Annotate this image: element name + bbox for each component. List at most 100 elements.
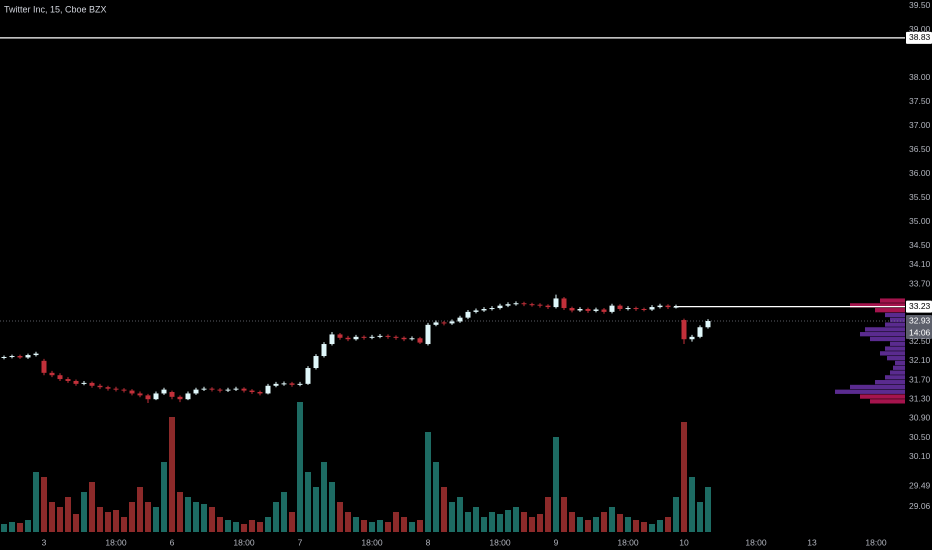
price-label-box — [906, 31, 932, 44]
volume-bar — [265, 517, 271, 532]
candle-body — [529, 304, 535, 306]
candle-body — [601, 309, 607, 312]
y-tick-label: 37.00 — [909, 120, 931, 130]
candle-body — [353, 336, 359, 340]
candle-body — [57, 375, 63, 380]
price-label: 38.83 — [909, 32, 931, 42]
candle-body — [289, 383, 295, 385]
volume-bar — [633, 520, 639, 532]
volume-bar — [97, 507, 103, 532]
candle-body — [193, 389, 199, 394]
candle-body — [481, 309, 487, 311]
volume-bar — [505, 510, 511, 532]
volume-bar — [41, 477, 47, 532]
candle-body — [9, 356, 15, 358]
candle-body — [305, 368, 311, 384]
x-tick-label: 18:00 — [617, 537, 639, 547]
y-tick-label: 38.00 — [909, 72, 931, 82]
volume-bar — [657, 520, 663, 532]
candle-body — [33, 353, 39, 356]
candle-body — [633, 308, 639, 310]
volume-bar — [321, 462, 327, 532]
chart-title: Twitter Inc, 15, Cboe BZX — [4, 4, 107, 14]
y-tick-label: 30.10 — [909, 451, 931, 461]
countdown-label: 14:06 — [909, 327, 931, 337]
volume-bar — [33, 472, 39, 532]
candle-body — [377, 335, 383, 337]
candle-body — [161, 389, 167, 394]
y-tick-label: 29.49 — [909, 480, 931, 490]
profile-bar — [885, 375, 905, 380]
volume-bar — [361, 520, 367, 532]
volume-bar — [697, 502, 703, 532]
candle-body — [417, 338, 423, 343]
volume-bar — [649, 524, 655, 532]
y-tick-label: 39.50 — [909, 0, 931, 10]
volume-bar — [593, 517, 599, 532]
volume-bar — [441, 487, 447, 532]
volume-bar — [257, 522, 263, 532]
volume-bar — [345, 512, 351, 532]
candle-body — [537, 304, 543, 306]
candle-body — [425, 324, 431, 345]
candle-body — [521, 303, 527, 305]
profile-bar — [885, 312, 905, 318]
x-tick-label: 18:00 — [361, 537, 383, 547]
x-tick-label: 18:00 — [745, 537, 767, 547]
volume-bar — [609, 507, 615, 532]
candle-body — [169, 392, 175, 397]
candle-body — [617, 305, 623, 310]
volume-bar — [353, 517, 359, 532]
volume-bar — [569, 512, 575, 532]
volume-bar — [81, 492, 87, 532]
candle-body — [705, 321, 711, 328]
candle-body — [281, 383, 287, 385]
candle-body — [441, 322, 447, 324]
candle-body — [65, 379, 71, 381]
volume-bar — [393, 512, 399, 532]
volume-bar — [209, 507, 215, 532]
candle-body — [233, 388, 239, 390]
profile-bar — [850, 384, 905, 390]
volume-bar — [1, 524, 7, 532]
profile-bar — [850, 303, 905, 308]
profile-bar — [860, 394, 905, 399]
profile-bar — [893, 365, 905, 370]
volume-bar — [249, 520, 255, 532]
volume-bar — [705, 487, 711, 532]
y-tick-label: 31.30 — [909, 393, 931, 403]
candle-body — [369, 336, 375, 338]
volume-bar — [401, 517, 407, 532]
candle-body — [625, 308, 631, 310]
volume-bar — [681, 422, 687, 532]
candle-body — [545, 305, 551, 308]
volume-bar — [449, 502, 455, 532]
candle-body — [201, 388, 207, 390]
volume-pane — [1, 402, 711, 532]
volume-bar — [329, 482, 335, 532]
volume-bar — [289, 512, 295, 532]
y-tick-label: 30.50 — [909, 432, 931, 442]
volume-bar — [105, 512, 111, 532]
volume-bar — [305, 472, 311, 532]
volume-bar — [585, 520, 591, 532]
x-tick-label: 6 — [170, 537, 175, 547]
profile-bar — [890, 317, 905, 322]
volume-bar — [673, 497, 679, 532]
candle-body — [241, 388, 247, 391]
candle-body — [673, 306, 679, 308]
volume-bar — [385, 522, 391, 532]
candle-body — [569, 308, 575, 311]
candle-body — [297, 383, 303, 385]
candle-body — [89, 382, 95, 386]
volume-bar — [129, 502, 135, 532]
y-tick-label: 32.10 — [909, 355, 931, 365]
y-tick-label: 37.50 — [909, 96, 931, 106]
candle-body — [209, 388, 215, 390]
volume-bar — [577, 517, 583, 532]
candle-body — [465, 311, 471, 318]
x-tick-label: 8 — [426, 537, 431, 547]
volume-bar — [545, 497, 551, 532]
candle-body — [217, 389, 223, 391]
